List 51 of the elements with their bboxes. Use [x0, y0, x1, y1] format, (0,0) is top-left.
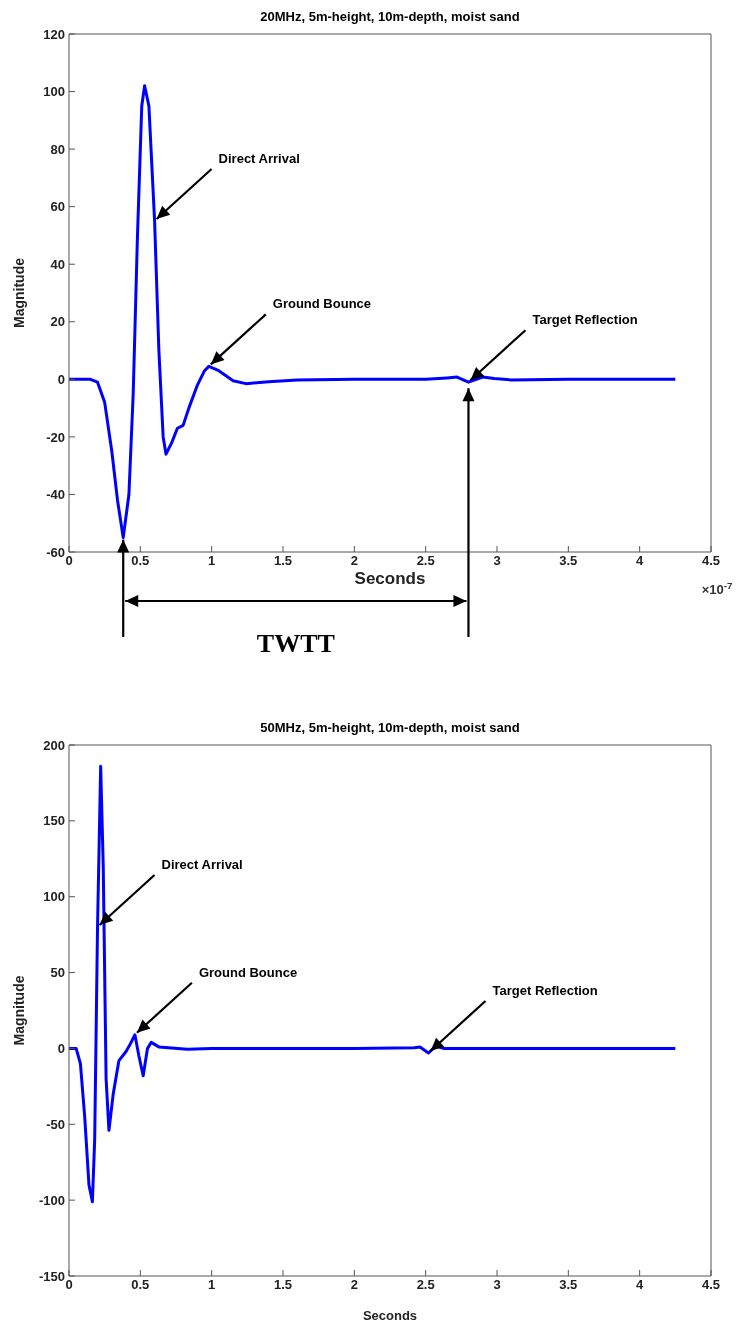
x-tick-label: 1 [208, 553, 216, 569]
annotation: Direct Arrival [161, 857, 243, 873]
annotation: Direct Arrival [218, 151, 300, 167]
x-tick-label: 0.5 [131, 1277, 150, 1293]
line-series [69, 764, 677, 1204]
x-tick-label: 3 [493, 553, 501, 569]
x-tick-label: 3.5 [559, 1277, 578, 1293]
y-tick-label: -50 [46, 1116, 65, 1132]
x-axis-title: Seconds [354, 569, 426, 588]
chart-title: 20MHz, 5m-height, 10m-depth, moist sand [260, 9, 520, 24]
y-tick-label: 0 [57, 371, 65, 387]
annotation: Ground Bounce [272, 296, 372, 312]
x-tick-label: 2.5 [416, 1277, 435, 1293]
y-axis-title: Magnitude [10, 257, 27, 328]
chart-title: 50MHz, 5m-height, 10m-depth, moist sand [260, 720, 520, 735]
y-tick-label: 0 [57, 1041, 65, 1057]
x-tick-label: 4 [636, 1277, 645, 1293]
x-tick-label: 4 [636, 553, 645, 569]
y-tick-label: 60 [50, 199, 65, 215]
x-axis-title: Seconds [362, 1308, 418, 1323]
y-tick-label: -60 [46, 544, 65, 560]
x-tick-label: 4.5 [701, 1277, 721, 1293]
y-tick-label: 200 [43, 737, 65, 753]
annotation: Target Reflection [532, 312, 638, 328]
text: TWTT [256, 629, 335, 658]
x-tick-label: 1.5 [273, 1277, 293, 1293]
x-tick-label: 1.5 [273, 553, 293, 569]
y-tick-label: -100 [38, 1192, 65, 1208]
y-tick-label: -150 [38, 1268, 65, 1284]
y-tick-label: 150 [43, 813, 65, 829]
y-axis-title: Magnitude [10, 975, 27, 1046]
x-tick-label: 2.5 [416, 553, 435, 569]
y-tick-label: 40 [50, 256, 65, 272]
x-tick-label: 2 [350, 1277, 358, 1293]
y-tick-label: 100 [43, 84, 65, 100]
y-tick-label: -40 [46, 487, 65, 503]
annotation: Target Reflection [492, 982, 598, 998]
x-tick-label: 2 [350, 553, 358, 569]
text: ×10$^{-7}$ [701, 579, 733, 597]
y-tick-label: -20 [46, 429, 65, 445]
x-tick-label: 3.5 [559, 553, 578, 569]
x-tick-label: 3 [493, 1277, 501, 1293]
y-tick-label: 120 [43, 26, 65, 42]
annotation: Ground Bounce [198, 964, 298, 980]
x-tick-label: 0.5 [131, 553, 150, 569]
y-tick-label: 80 [50, 141, 65, 157]
y-tick-label: 100 [43, 889, 65, 905]
y-tick-label: 20 [50, 314, 65, 330]
x-tick-label: 4.5 [701, 553, 721, 569]
x-tick-label: 1 [208, 1277, 216, 1293]
y-tick-label: 50 [50, 965, 65, 981]
